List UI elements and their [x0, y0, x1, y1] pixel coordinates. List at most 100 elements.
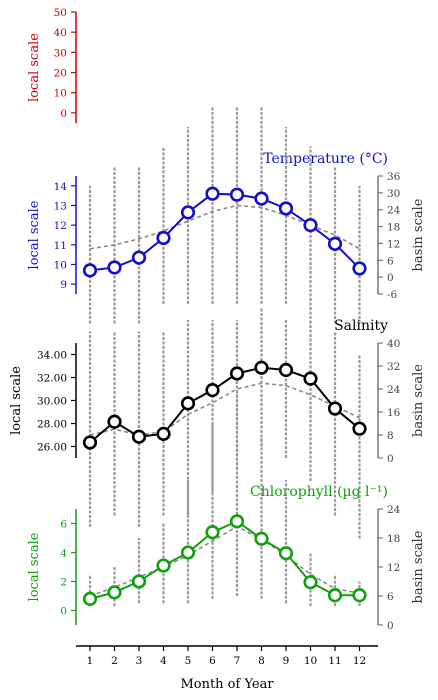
local-data-point [278, 362, 294, 378]
right-tick-label: 0 [387, 620, 394, 632]
local-data-point [82, 263, 98, 278]
left-tick-label: 34.00 [37, 350, 67, 362]
local-data-point [278, 546, 294, 561]
x-axis-label: Month of Year [180, 677, 274, 692]
local-data-point [180, 205, 196, 220]
panel-blank: 0 10 20 30 40 50 local scale [27, 7, 77, 123]
basin-mean-line [89, 204, 360, 250]
left-tick-label: 30.00 [37, 396, 67, 408]
right-tick-label: 24 [387, 205, 401, 217]
right-axis-label: basin scale [411, 530, 426, 603]
right-tick-label: 18 [387, 533, 400, 545]
local-data-point [205, 525, 220, 540]
left-tick-label: 32.00 [37, 373, 67, 385]
local-data-point [82, 435, 98, 450]
local-data-point [180, 545, 196, 560]
local-data-point [131, 250, 147, 265]
left-tick-label: 11 [54, 240, 67, 252]
local-series-line [89, 366, 361, 444]
local-data-point [107, 260, 122, 275]
right-tick-label: 12 [387, 562, 400, 574]
right-tick-label: 16 [387, 407, 401, 419]
right-tick-label: 24 [387, 504, 401, 516]
local-data-point [156, 230, 171, 246]
basin-mean-line [89, 382, 360, 436]
local-data-point [180, 396, 196, 411]
left-tick-label: 0 [60, 108, 67, 120]
local-data-point [278, 201, 294, 216]
x-tick-label: 4 [160, 655, 167, 667]
local-data-point [229, 514, 245, 529]
right-tick-label: 18 [387, 222, 400, 234]
panel-salinity: 26.00 28.00 30.00 32.00 34.00 local scale Sali… [9, 308, 426, 539]
right-axis-label: basin scale [411, 198, 426, 271]
left-tick-label: 9 [60, 279, 67, 291]
left-tick-label: 2 [60, 577, 67, 589]
x-tick-label: 9 [283, 655, 290, 667]
x-tick-label: 11 [328, 655, 341, 667]
local-data-point [107, 414, 122, 429]
local-data-point [303, 371, 318, 386]
right-tick-label: 0 [387, 272, 394, 284]
right-tick-label: 12 [387, 238, 400, 250]
local-series-line [89, 192, 361, 272]
left-axis-label: local scale [9, 366, 24, 435]
left-tick-label: 10 [54, 88, 67, 100]
left-tick-label: 40 [54, 27, 67, 39]
right-tick-label: -6 [387, 289, 398, 301]
left-tick-label: 6 [60, 519, 67, 531]
x-tick-label: 7 [234, 655, 241, 667]
local-data-point [131, 429, 147, 444]
x-tick-label: 2 [111, 655, 118, 667]
right-tick-label: 6 [387, 255, 394, 267]
right-tick-label: 32 [387, 361, 400, 373]
right-tick-label: 40 [387, 338, 400, 350]
left-tick-label: 14 [54, 181, 68, 193]
panel-title: Salinity [334, 318, 388, 334]
right-tick-label: 8 [387, 430, 394, 442]
local-data-point [229, 187, 245, 202]
local-data-point [327, 588, 343, 603]
x-tick-label: 5 [185, 655, 192, 667]
left-tick-label: 26.00 [37, 442, 67, 454]
local-data-point [156, 426, 171, 441]
left-axis-label: local scale [27, 200, 42, 269]
local-data-point [303, 575, 318, 590]
panel-title: Temperature (°C) [263, 151, 388, 167]
left-tick-label: 0 [60, 606, 67, 618]
left-tick-label: 50 [54, 7, 67, 19]
local-data-point [352, 588, 367, 603]
local-data-point [156, 558, 171, 573]
x-tick-label: 10 [304, 655, 317, 667]
right-tick-label: 30 [387, 188, 400, 200]
x-tick-label: 3 [136, 655, 143, 667]
local-data-point [82, 591, 98, 607]
left-tick-label: 4 [60, 548, 67, 560]
left-tick-label: 20 [54, 68, 67, 80]
local-data-point [303, 218, 318, 233]
local-data-point [131, 574, 147, 589]
left-tick-label: 30 [54, 47, 67, 59]
panel-title: Chlorophyll (µg l⁻¹) [250, 484, 388, 500]
left-tick-label: 28.00 [37, 419, 67, 431]
right-tick-label: 36 [387, 171, 401, 183]
local-data-point [352, 261, 367, 276]
left-axis-label: local scale [27, 33, 42, 102]
local-data-point [254, 191, 269, 206]
local-data-point [254, 531, 269, 546]
left-tick-label: 10 [54, 260, 67, 272]
local-data-point [254, 360, 269, 375]
right-tick-label: 0 [387, 453, 394, 465]
x-tick-label: 12 [353, 655, 366, 667]
right-tick-label: 24 [387, 384, 401, 396]
left-axis-label: local scale [27, 532, 42, 601]
left-tick-label: 12 [54, 220, 67, 232]
right-tick-label: 6 [387, 591, 394, 603]
local-data-point [327, 401, 343, 416]
x-tick-label: 6 [209, 655, 216, 667]
local-data-point [229, 366, 245, 381]
local-data-point [107, 585, 122, 600]
